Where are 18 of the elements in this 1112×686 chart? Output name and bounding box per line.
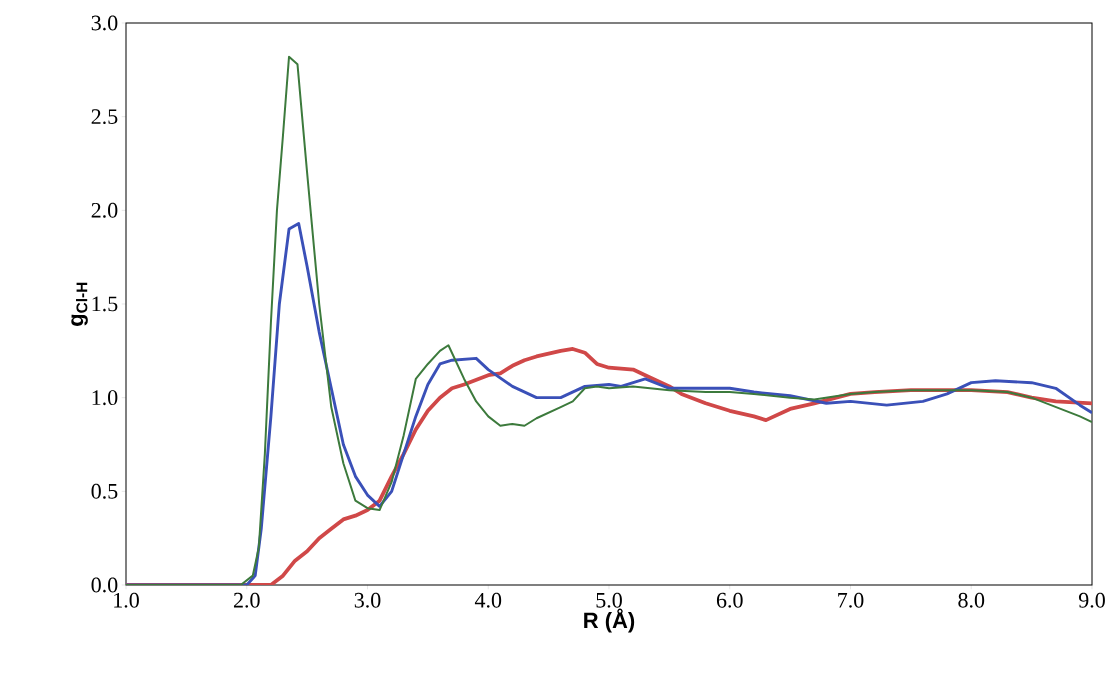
y-tick-label: 0.5 — [91, 483, 118, 499]
y-tick-label: 1.5 — [92, 296, 118, 312]
x-tick-label: 8.0 — [958, 592, 985, 608]
y-axis-title: g$_{Cl-H}$ — [71, 282, 88, 326]
y-tick-label: 0.0 — [91, 577, 118, 593]
x-axis-title: R (Å) — [584, 608, 635, 633]
y-tick-label: 2.0 — [91, 202, 118, 218]
y-tick-label: 2.5 — [91, 109, 118, 125]
x-tick-label: 5.0 — [596, 592, 622, 608]
y-tick-label: 3.0 — [91, 15, 118, 31]
x-tick-label: 9.0 — [1078, 592, 1105, 608]
x-tick-label: 3.0 — [354, 592, 381, 608]
x-tick-label: 1.0 — [114, 592, 139, 608]
x-tick-label: 4.0 — [474, 592, 502, 608]
x-tick-label: 6.0 — [716, 592, 743, 608]
x-tick-label: 7.0 — [838, 592, 864, 608]
x-tick-label: 2.0 — [233, 592, 260, 608]
y-tick-label: 1.0 — [92, 390, 118, 406]
